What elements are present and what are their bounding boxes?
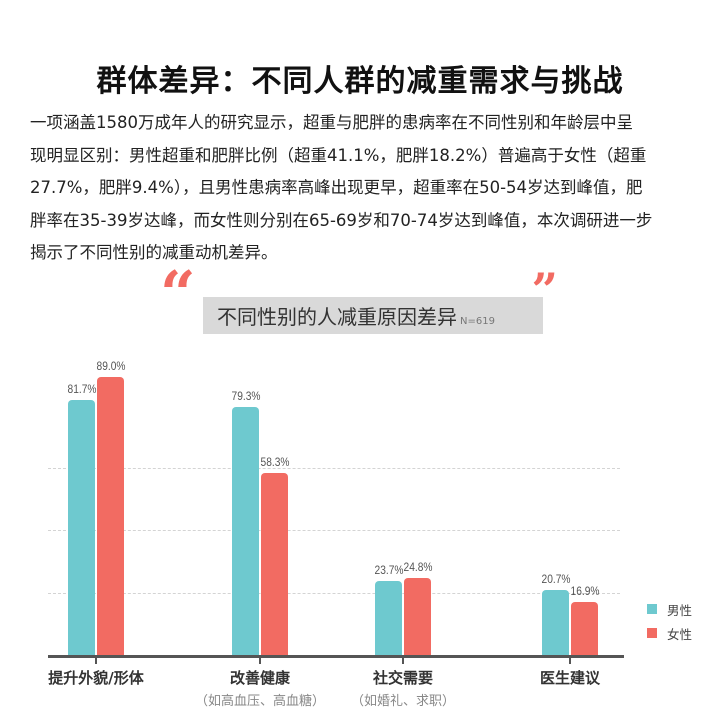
value-label: 16.9%	[570, 584, 599, 599]
x-tick	[95, 656, 97, 664]
x-tick	[259, 656, 261, 664]
page-title: 群体差异：不同人群的减重需求与挑战	[96, 64, 624, 99]
value-label: 24.8%	[403, 559, 432, 574]
legend-label: 女性	[667, 626, 693, 642]
x-tick	[569, 656, 571, 664]
female-bar	[571, 602, 598, 655]
female-bar	[97, 376, 124, 655]
chart-header: “ 不同性别的人减重原因差异 N=619 ”	[160, 263, 570, 337]
legend-item-male: 男性	[647, 597, 692, 621]
chart-title-text: 不同性别的人减重原因差异	[217, 305, 457, 329]
male-bar	[68, 399, 95, 655]
intro-line: 揭示了不同性别的减重动机差异。	[30, 243, 278, 262]
intro-line: 27.7%，肥胖9.4%），且男性患病率高峰出现更早，超重率在50-54岁达到峰…	[30, 178, 643, 197]
title-band	[203, 297, 543, 334]
category-label: 社交需要	[372, 669, 433, 687]
value-label: 20.7%	[541, 572, 570, 587]
gridline	[48, 592, 620, 594]
value-label: 81.7%	[67, 381, 96, 396]
legend-item-female: 女性	[647, 621, 692, 645]
category-label: 提升外貌/形体	[48, 669, 144, 687]
intro-line: 胖率在35-39岁达峰，而女性则分别在65-69岁和70-74岁达到峰值，本次调…	[30, 210, 653, 230]
female-swatch-icon	[647, 628, 657, 638]
sample-size: N=619	[460, 316, 495, 327]
intro-line: 一项涵盖1580万成年人的研究显示，超重与肥胖的患病率在不同性别和年龄层中呈	[30, 113, 633, 132]
x-axis	[48, 655, 624, 658]
gridline	[48, 530, 620, 531]
chart-title: 不同性别的人减重原因差异 N=619	[217, 301, 495, 330]
intro-paragraph: 一项涵盖1580万成年人的研究显示，超重与肥胖的患病率在不同性别和年龄层中呈 现…	[30, 107, 695, 270]
female-bar	[261, 472, 288, 655]
category-note: （如高血压、高血糖）	[194, 694, 325, 709]
male-swatch-icon	[647, 604, 657, 614]
category-label: 医生建议	[539, 669, 600, 687]
value-label: 58.3%	[260, 454, 289, 469]
bar-chart: 男性 女性 81.7% 89.0% 提升外貌/形体 79.3% 58.3% 改善健康 （如高…	[0, 340, 720, 722]
value-label: 23.7%	[374, 562, 403, 577]
gridline	[48, 467, 620, 469]
female-bar	[404, 577, 431, 655]
open-quote-icon: “	[160, 257, 196, 330]
value-label: 89.0%	[96, 358, 125, 373]
male-bar	[375, 580, 402, 655]
category-note: （如婚礼、求职）	[350, 694, 455, 709]
legend: 男性 女性	[647, 597, 692, 645]
value-label: 79.3%	[231, 389, 260, 404]
male-bar	[542, 590, 569, 655]
x-tick	[402, 656, 404, 664]
legend-label: 男性	[667, 602, 693, 618]
close-quote-icon: ”	[531, 263, 558, 317]
intro-line: 现明显区别：男性超重和肥胖比例（超重41.1%，肥胖18.2%）普遍高于女性（超…	[30, 145, 647, 165]
male-bar	[232, 407, 259, 655]
category-label: 改善健康	[229, 669, 290, 687]
